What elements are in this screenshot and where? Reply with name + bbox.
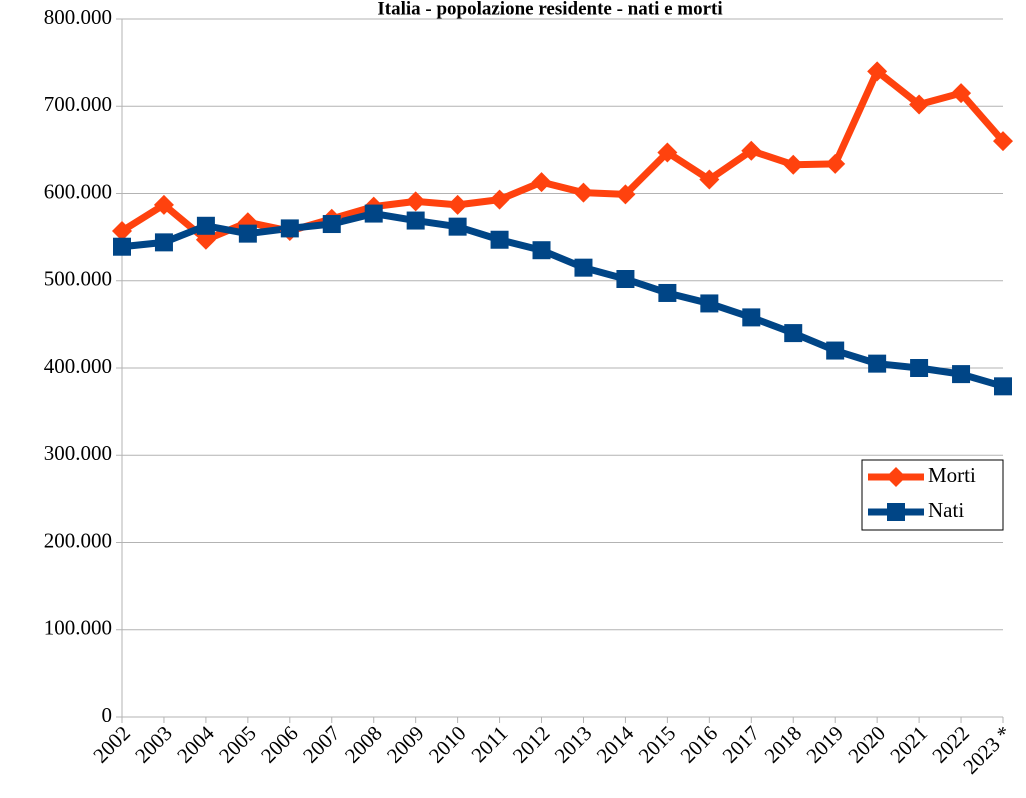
marker — [700, 294, 719, 313]
marker — [573, 182, 594, 203]
legend-marker — [886, 467, 906, 487]
marker — [994, 377, 1012, 396]
legend-box — [861, 459, 1004, 531]
marker — [364, 204, 383, 223]
marker — [574, 258, 593, 277]
marker — [784, 324, 803, 343]
marker — [826, 341, 845, 360]
y-tick-label: 200.000 — [44, 528, 112, 552]
legend-marker — [887, 503, 905, 521]
chart-title: Italia - popolazione residente - nati e … — [377, 0, 722, 19]
marker — [280, 219, 299, 238]
marker — [238, 224, 257, 243]
marker — [405, 191, 426, 212]
marker — [783, 154, 804, 175]
marker — [196, 216, 215, 235]
marker — [825, 153, 846, 174]
y-tick-label: 800.000 — [44, 5, 112, 29]
marker — [322, 215, 341, 234]
marker — [153, 194, 174, 215]
marker — [532, 241, 551, 260]
marker — [909, 94, 930, 115]
marker — [699, 169, 720, 190]
marker — [447, 194, 468, 215]
y-tick-label: 300.000 — [44, 441, 112, 465]
marker — [993, 131, 1013, 152]
y-tick-label: 400.000 — [44, 354, 112, 378]
marker — [615, 184, 636, 205]
marker — [490, 230, 509, 249]
marker — [742, 308, 761, 327]
marker — [658, 283, 677, 302]
marker — [616, 270, 635, 289]
y-tick-label: 700.000 — [44, 92, 112, 116]
marker — [867, 61, 888, 82]
marker — [531, 172, 552, 193]
marker — [406, 211, 425, 230]
marker — [657, 142, 678, 163]
marker — [448, 217, 467, 236]
marker — [951, 83, 972, 104]
series-line — [120, 67, 1006, 244]
series-line — [121, 210, 1004, 390]
marker — [113, 237, 131, 256]
marker — [910, 359, 929, 377]
marker — [154, 233, 173, 252]
marker — [741, 140, 762, 161]
legend-label: Morti — [928, 463, 976, 487]
y-tick-label: 600.000 — [44, 179, 112, 203]
marker — [112, 221, 132, 242]
marker — [489, 189, 510, 210]
marker — [868, 354, 887, 373]
y-tick-label: 500.000 — [44, 267, 112, 291]
y-tick-label: 100.000 — [44, 616, 112, 640]
marker — [952, 365, 971, 384]
y-tick-label: 0 — [102, 703, 113, 727]
legend-label: Nati — [928, 498, 964, 522]
